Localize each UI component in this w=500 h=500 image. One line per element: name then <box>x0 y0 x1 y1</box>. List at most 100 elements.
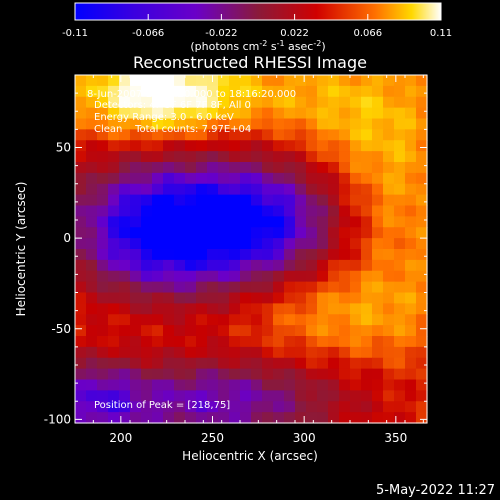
heatmap-cell <box>108 325 120 337</box>
heatmap-cell <box>141 270 153 283</box>
heatmap-cell <box>108 151 120 163</box>
heatmap-cell <box>295 401 307 413</box>
heatmap-cell <box>119 314 131 326</box>
heatmap-cell <box>295 412 307 424</box>
heatmap-cell <box>262 96 274 109</box>
heatmap-cell <box>86 368 98 381</box>
heatmap-cell <box>185 85 197 98</box>
heatmap-cell <box>130 325 142 337</box>
heatmap-cell <box>328 401 340 413</box>
heatmap-cell <box>306 172 318 185</box>
heatmap-cell <box>317 401 329 413</box>
heatmap-cell <box>108 140 120 152</box>
heatmap-cell <box>405 249 417 261</box>
heatmap-cell <box>174 346 186 359</box>
heatmap-cell <box>108 238 120 250</box>
heatmap-cell <box>86 183 98 196</box>
heatmap-cell <box>229 390 241 402</box>
heatmap-cell <box>97 314 109 326</box>
heatmap-cell <box>350 140 362 152</box>
heatmap-cell <box>372 183 384 196</box>
heatmap-cell <box>306 129 318 141</box>
heatmap-cell <box>152 281 164 294</box>
heatmap-cells <box>75 75 428 424</box>
heatmap-cell <box>185 238 197 250</box>
heatmap-cell <box>405 336 417 348</box>
heatmap-cell <box>196 368 208 381</box>
heatmap-cell <box>394 96 406 109</box>
heatmap-cell <box>174 238 186 250</box>
heatmap-cell <box>317 292 329 304</box>
heatmap-cell <box>240 259 252 272</box>
heatmap-cell <box>372 227 384 239</box>
heatmap-cell <box>163 357 175 370</box>
heatmap-cell <box>405 314 417 326</box>
heatmap-cell <box>174 259 186 272</box>
heatmap-cell <box>108 172 120 185</box>
heatmap-cell <box>372 379 384 391</box>
heatmap-cell <box>361 216 373 228</box>
heatmap-cell <box>372 336 384 348</box>
heatmap-cell <box>383 325 395 337</box>
heatmap-cell <box>75 238 87 250</box>
heatmap-cell <box>229 303 241 315</box>
heatmap-cell <box>141 390 153 402</box>
heatmap-cell <box>97 85 109 98</box>
heatmap-cell <box>207 270 219 283</box>
heatmap-cell <box>295 325 307 337</box>
heatmap-cell <box>284 172 296 185</box>
heatmap-cell <box>130 281 142 294</box>
heatmap-cell <box>75 412 87 424</box>
heatmap-cell <box>273 336 285 348</box>
heatmap-cell <box>251 401 263 413</box>
heatmap-cell <box>328 85 340 98</box>
heatmap-cell <box>97 96 109 109</box>
heatmap-cell <box>75 75 87 87</box>
heatmap-cell <box>75 292 87 304</box>
heatmap-cell <box>350 162 362 174</box>
heatmap-cell <box>207 85 219 98</box>
heatmap-cell <box>372 129 384 141</box>
heatmap-cell <box>273 151 285 163</box>
heatmap-cell <box>141 249 153 261</box>
heatmap-cell <box>196 140 208 152</box>
heatmap-cell <box>240 205 252 217</box>
heatmap-cell <box>416 227 428 239</box>
heatmap-cell <box>75 85 87 98</box>
heatmap-cell <box>196 412 208 424</box>
heatmap-cell <box>108 368 120 381</box>
heatmap-cell <box>328 368 340 381</box>
heatmap-cell <box>86 379 98 391</box>
heatmap-cell <box>416 205 428 217</box>
heatmap-cell <box>141 151 153 163</box>
heatmap-cell <box>75 303 87 315</box>
heatmap-cell <box>130 238 142 250</box>
heatmap-cell <box>218 357 230 370</box>
heatmap-cell <box>229 249 241 261</box>
heatmap-cell <box>75 194 87 207</box>
heatmap-cell <box>152 85 164 98</box>
heatmap-cell <box>229 140 241 152</box>
heatmap-cell <box>229 96 241 109</box>
heatmap-cell <box>394 259 406 272</box>
heatmap-cell <box>405 303 417 315</box>
heatmap-cell <box>185 379 197 391</box>
heatmap-cell <box>328 162 340 174</box>
y-axis-label: Heliocentric Y (arcsec) <box>14 182 28 317</box>
heatmap-cell <box>240 107 252 120</box>
heatmap-cell <box>163 238 175 250</box>
heatmap-cell <box>86 346 98 359</box>
heatmap-cell <box>240 183 252 196</box>
heatmap-cell <box>262 357 274 370</box>
heatmap-cell <box>86 75 98 87</box>
heatmap-cell <box>108 129 120 141</box>
x-axis-label: Heliocentric X (arcsec) <box>182 449 318 463</box>
heatmap-cell <box>97 194 109 207</box>
heatmap-cell <box>416 183 428 196</box>
heatmap-cell <box>251 194 263 207</box>
heatmap-cell <box>350 412 362 424</box>
heatmap-cell <box>273 96 285 109</box>
heatmap-cell <box>229 151 241 163</box>
x-tick-label: 350 <box>384 431 407 445</box>
heatmap-cell <box>240 151 252 163</box>
